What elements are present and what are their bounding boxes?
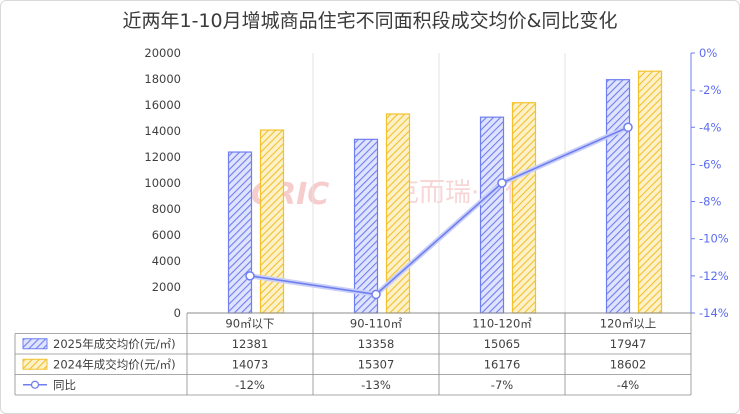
bar-2025 bbox=[605, 79, 631, 314]
category-label: 120㎡以上 bbox=[600, 317, 656, 331]
data-label: 12381 bbox=[232, 337, 269, 351]
watermark: CRIC 克而瑞·广佛 bbox=[251, 177, 531, 212]
y-axis-right: 0% -2% -4% -6% -8% -10% -12% -14% bbox=[690, 46, 729, 320]
legend-swatch-2025 bbox=[22, 338, 48, 350]
y2-tick-label: -4% bbox=[699, 120, 721, 134]
data-label: 15307 bbox=[358, 357, 395, 371]
yoy-point bbox=[371, 289, 381, 300]
y-axis-left: 0 2000 4000 6000 8000 10000 12000 14000 16000 180… bbox=[144, 46, 181, 320]
legend-label: 2025年成交均价(元/㎡) bbox=[53, 337, 176, 351]
data-label: 13358 bbox=[358, 337, 395, 351]
y-tick-label: 0 bbox=[174, 306, 181, 320]
bar-2025 bbox=[227, 151, 253, 314]
y-tick-label: 4000 bbox=[152, 254, 181, 268]
y2-tick-label: -6% bbox=[699, 157, 721, 171]
yoy-point bbox=[497, 178, 507, 188]
category-separators bbox=[312, 53, 566, 313]
y2-tick-label: -2% bbox=[699, 83, 721, 97]
bar-2024 bbox=[511, 102, 537, 314]
data-label: 17947 bbox=[610, 337, 647, 351]
data-label: 18602 bbox=[610, 357, 647, 371]
legend-swatch-2024 bbox=[22, 358, 48, 370]
legend-swatch-yoy-marker bbox=[30, 380, 40, 389]
yoy-line bbox=[245, 122, 633, 300]
y-tick-label: 6000 bbox=[152, 228, 181, 242]
category-label: 90-110㎡ bbox=[350, 317, 403, 331]
data-label: 15065 bbox=[484, 337, 521, 351]
chart-title: 近两年1-10月增城商品住宅不同面积段成交均价&同比变化 bbox=[123, 10, 618, 32]
category-label: 110-120㎡ bbox=[472, 317, 532, 331]
y-tick-label: 10000 bbox=[144, 176, 181, 190]
bar-2024 bbox=[259, 129, 285, 314]
y-tick-label: 16000 bbox=[144, 98, 181, 112]
data-label: -7% bbox=[491, 378, 513, 392]
yoy-point bbox=[245, 271, 255, 281]
bar-2025 bbox=[479, 116, 505, 314]
data-table: 90㎡以下 90-110㎡ 110-120㎡ 120㎡以上 2025年成交均价(元/㎡)… bbox=[14, 312, 692, 396]
y2-tick-label: -8% bbox=[699, 195, 721, 209]
bar-2025 bbox=[353, 138, 379, 314]
data-label: -12% bbox=[235, 378, 265, 392]
y-tick-label: 2000 bbox=[152, 280, 181, 294]
data-label: 16176 bbox=[484, 357, 521, 371]
y2-tick-label: -10% bbox=[699, 232, 729, 246]
yoy-line-path bbox=[249, 126, 629, 296]
y-tick-label: 20000 bbox=[144, 46, 181, 60]
data-label: -4% bbox=[617, 378, 639, 392]
watermark-text: 克而瑞·广佛 bbox=[393, 178, 531, 208]
y-tick-label: 12000 bbox=[144, 150, 181, 164]
legend-label: 同比 bbox=[53, 378, 76, 392]
data-label: -13% bbox=[361, 378, 391, 392]
y2-tick-label: 0% bbox=[699, 46, 717, 60]
y-tick-label: 14000 bbox=[144, 124, 181, 138]
yoy-point bbox=[623, 122, 633, 133]
y-tick-label: 8000 bbox=[152, 202, 181, 216]
bar-2024 bbox=[637, 70, 663, 314]
y2-tick-label: -14% bbox=[699, 306, 729, 320]
legend-label: 2024年成交均价(元/㎡) bbox=[53, 357, 176, 371]
data-label: 14073 bbox=[232, 357, 269, 371]
category-label: 90㎡以下 bbox=[225, 317, 274, 331]
y2-tick-label: -12% bbox=[699, 269, 729, 283]
y-tick-label: 18000 bbox=[144, 72, 181, 86]
